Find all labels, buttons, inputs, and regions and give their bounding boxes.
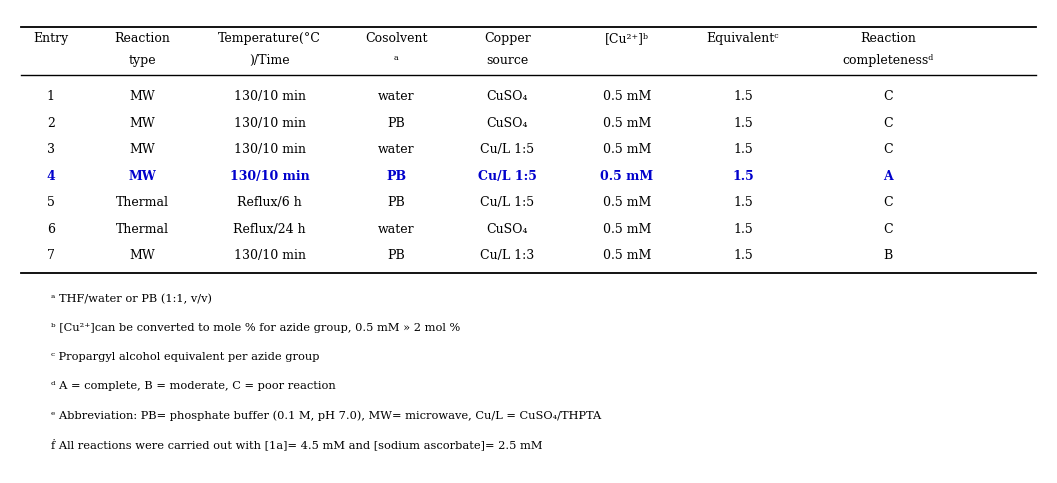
Text: source: source [486,54,528,67]
Text: Thermal: Thermal [116,223,169,236]
Text: )/Time: )/Time [249,54,290,67]
Text: C: C [883,143,893,156]
Text: [Cu²⁺]ᵇ: [Cu²⁺]ᵇ [605,32,649,45]
Text: PB: PB [386,170,407,183]
Text: 0.5 mM: 0.5 mM [602,143,651,156]
Text: Cosolvent: Cosolvent [365,32,428,45]
Text: 1.5: 1.5 [733,170,754,183]
Text: 130/10 min: 130/10 min [234,250,305,262]
Text: MW: MW [130,117,155,129]
Text: CuSO₄: CuSO₄ [486,223,528,236]
Text: completenessᵈ: completenessᵈ [842,54,933,67]
Text: ᵃ THF/water or PB (1:1, v/v): ᵃ THF/water or PB (1:1, v/v) [51,294,211,305]
Text: 1.5: 1.5 [734,117,753,129]
Text: Cu/L 1:5: Cu/L 1:5 [480,143,535,156]
Text: MW: MW [130,90,155,103]
Text: Reflux/6 h: Reflux/6 h [237,197,302,209]
Text: ᶜ Propargyl alcohol equivalent per azide group: ᶜ Propargyl alcohol equivalent per azide… [51,353,319,362]
Text: MW: MW [129,170,156,183]
Text: 6: 6 [47,223,55,236]
Text: Equivalentᶜ: Equivalentᶜ [707,32,779,45]
Text: water: water [378,223,414,236]
Text: 1.5: 1.5 [734,90,753,103]
Text: Reaction: Reaction [115,32,170,45]
Text: 1.5: 1.5 [734,143,753,156]
Text: Cu/L 1:5: Cu/L 1:5 [478,170,537,183]
Text: C: C [883,117,893,129]
Text: 5: 5 [47,197,55,209]
Text: A: A [883,170,893,183]
Text: 0.5 mM: 0.5 mM [602,197,651,209]
Text: C: C [883,197,893,209]
Text: 1.5: 1.5 [734,223,753,236]
Text: MW: MW [130,250,155,262]
Text: 7: 7 [47,250,55,262]
Text: 3: 3 [47,143,55,156]
Text: 0.5 mM: 0.5 mM [602,117,651,129]
Text: CuSO₄: CuSO₄ [486,90,528,103]
Text: Copper: Copper [484,32,531,45]
Text: 1: 1 [47,90,55,103]
Text: 1.5: 1.5 [734,197,753,209]
Text: PB: PB [388,117,405,129]
Text: water: water [378,90,414,103]
Text: ᵇ [Cu²⁺]can be converted to mole % for azide group, 0.5 mM » 2 mol %: ᵇ [Cu²⁺]can be converted to mole % for a… [51,324,460,333]
Text: B: B [884,250,892,262]
Text: ḟ All reactions were carried out with [1a]= 4.5 mM and [sodium ascorbate]= 2.5 m: ḟ All reactions were carried out with [1… [51,439,542,450]
Text: Thermal: Thermal [116,197,169,209]
Text: 130/10 min: 130/10 min [234,117,305,129]
Text: Reflux/24 h: Reflux/24 h [234,223,305,236]
Text: water: water [378,143,414,156]
Text: Cu/L 1:3: Cu/L 1:3 [480,250,535,262]
Text: CuSO₄: CuSO₄ [486,117,528,129]
Text: 0.5 mM: 0.5 mM [602,90,651,103]
Text: PB: PB [388,197,405,209]
Text: 130/10 min: 130/10 min [234,90,305,103]
Text: Entry: Entry [33,32,69,45]
Text: ᵉ Abbreviation: PB= phosphate buffer (0.1 M, pH 7.0), MW= microwave, Cu/L = CuSO: ᵉ Abbreviation: PB= phosphate buffer (0.… [51,410,601,421]
Text: ᵃ: ᵃ [394,54,398,67]
Text: Cu/L 1:5: Cu/L 1:5 [480,197,535,209]
Text: 130/10 min: 130/10 min [229,170,310,183]
Text: C: C [883,90,893,103]
Text: 130/10 min: 130/10 min [234,143,305,156]
Text: type: type [129,54,156,67]
Text: 4: 4 [47,170,55,183]
Text: C: C [883,223,893,236]
Text: PB: PB [388,250,405,262]
Text: Temperature(°C: Temperature(°C [218,32,321,45]
Text: 0.5 mM: 0.5 mM [602,223,651,236]
Text: Reaction: Reaction [860,32,915,45]
Text: 0.5 mM: 0.5 mM [600,170,653,183]
Text: MW: MW [130,143,155,156]
Text: ᵈ A = complete, B = moderate, C = poor reaction: ᵈ A = complete, B = moderate, C = poor r… [51,382,335,391]
Text: 1.5: 1.5 [734,250,753,262]
Text: 0.5 mM: 0.5 mM [602,250,651,262]
Text: 2: 2 [47,117,55,129]
